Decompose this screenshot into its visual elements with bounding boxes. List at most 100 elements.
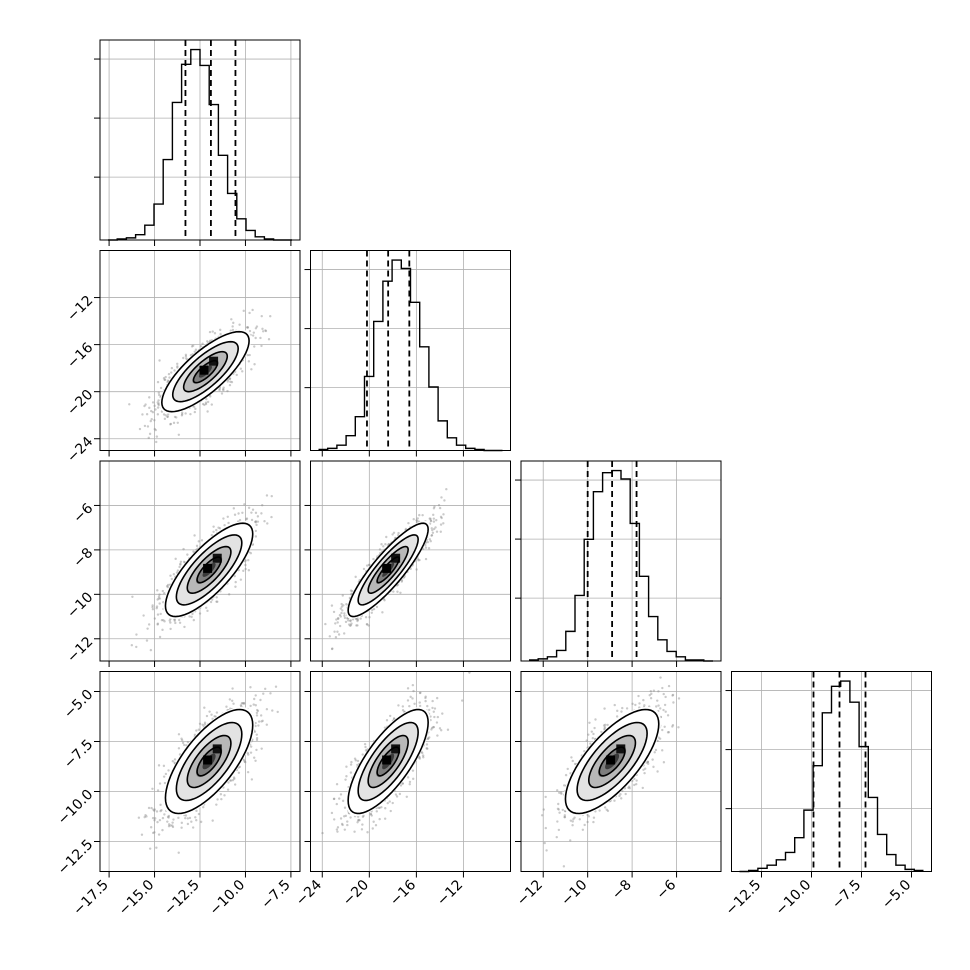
scatter-point (228, 698, 232, 701)
scatter-point (140, 833, 144, 836)
scatter-point (155, 607, 158, 610)
scatter-point (238, 323, 241, 326)
scatter-point (339, 615, 342, 618)
scatter-point (249, 704, 252, 708)
scatter-point (409, 695, 412, 699)
scatter-point (586, 813, 589, 817)
scatter-point (192, 405, 196, 408)
scatter-point (177, 733, 181, 736)
scatter-point (231, 687, 234, 690)
scatter-point (566, 767, 569, 771)
scatter-point (408, 704, 411, 708)
scatter-point (255, 523, 258, 527)
scatter-point (229, 380, 232, 383)
scatter-point (335, 828, 339, 831)
scatter-point (594, 718, 597, 721)
scatter-point (255, 325, 259, 328)
scatter-point (267, 338, 271, 341)
scatter-point (355, 624, 358, 627)
scatter-point (161, 816, 165, 820)
scatter-point (260, 344, 263, 348)
scatter-point (340, 602, 343, 606)
density-layer (540, 676, 681, 868)
scatter-point (167, 372, 171, 376)
scatter-point (432, 513, 435, 517)
scatter-point (167, 814, 171, 818)
peak-bin (391, 744, 401, 754)
scatter-point (343, 828, 347, 831)
scatter-point (372, 607, 376, 611)
scatter-point (215, 528, 218, 532)
scatter-point (605, 808, 608, 811)
contour-line (186, 545, 232, 595)
scatter-point (169, 422, 173, 426)
scatter-point (556, 789, 559, 792)
scatter-point (436, 715, 440, 719)
scatter-point (432, 507, 436, 510)
scatter-point (250, 368, 253, 371)
scatter-point (148, 432, 152, 436)
scatter-point (661, 686, 664, 690)
scatter-point (638, 702, 641, 705)
scatter-point (156, 623, 159, 626)
scatter-point (221, 388, 225, 391)
scatter-point (264, 329, 267, 332)
scatter-point (155, 810, 159, 813)
scatter-point (257, 720, 261, 723)
scatter-point (342, 632, 346, 635)
scatter-point (349, 624, 352, 627)
scatter-point (443, 499, 446, 502)
scatter-point (656, 770, 659, 773)
scatter-point (366, 831, 369, 834)
scatter-point (255, 711, 259, 715)
scatter-point (371, 608, 374, 612)
scatter-point (606, 809, 610, 813)
scatter-point (265, 707, 269, 711)
scatter-point (247, 360, 251, 363)
scatter-point (251, 334, 255, 337)
scatter-point (246, 326, 249, 329)
y-tick-label: −16 (64, 340, 96, 372)
scatter-point (209, 395, 212, 398)
scatter-point (356, 619, 359, 623)
scatter-point (152, 808, 155, 811)
scatter-point (253, 345, 256, 348)
scatter-point (392, 531, 396, 534)
scatter-point (155, 846, 158, 849)
scatter-point (222, 388, 225, 392)
scatter-point (184, 816, 187, 820)
scatter-point (426, 737, 430, 741)
scatter-point (128, 403, 131, 406)
scatter-point (145, 815, 148, 818)
scatter-point (177, 618, 181, 622)
scatter-point (661, 749, 664, 752)
scatter-point (158, 359, 161, 362)
scatter-point (542, 808, 545, 811)
scatter-point (195, 809, 198, 813)
scatter-point (341, 609, 344, 612)
scatter-point (193, 534, 196, 537)
peak-bin (382, 755, 392, 765)
scatter-point (418, 757, 422, 760)
scatter-point (616, 709, 619, 713)
scatter-point (145, 413, 149, 416)
scatter-point (339, 817, 343, 820)
scatter-panel-1-3 (310, 671, 511, 872)
scatter-point (174, 621, 177, 625)
scatter-point (173, 369, 176, 372)
scatter-point (206, 340, 209, 343)
scatter-point (160, 618, 164, 622)
scatter-point (662, 761, 666, 764)
scatter-point (184, 353, 188, 356)
scatter-point (598, 809, 601, 812)
scatter-point (349, 619, 352, 622)
scatter-point (415, 568, 418, 571)
scatter-point (412, 777, 415, 781)
scatter-point (230, 380, 234, 384)
scatter-point (371, 827, 374, 830)
scatter-point (206, 400, 210, 404)
x-tick-label: −10.0 (773, 877, 815, 919)
scatter-point (345, 617, 349, 620)
scatter-point (359, 617, 362, 620)
scatter-point (212, 530, 215, 533)
